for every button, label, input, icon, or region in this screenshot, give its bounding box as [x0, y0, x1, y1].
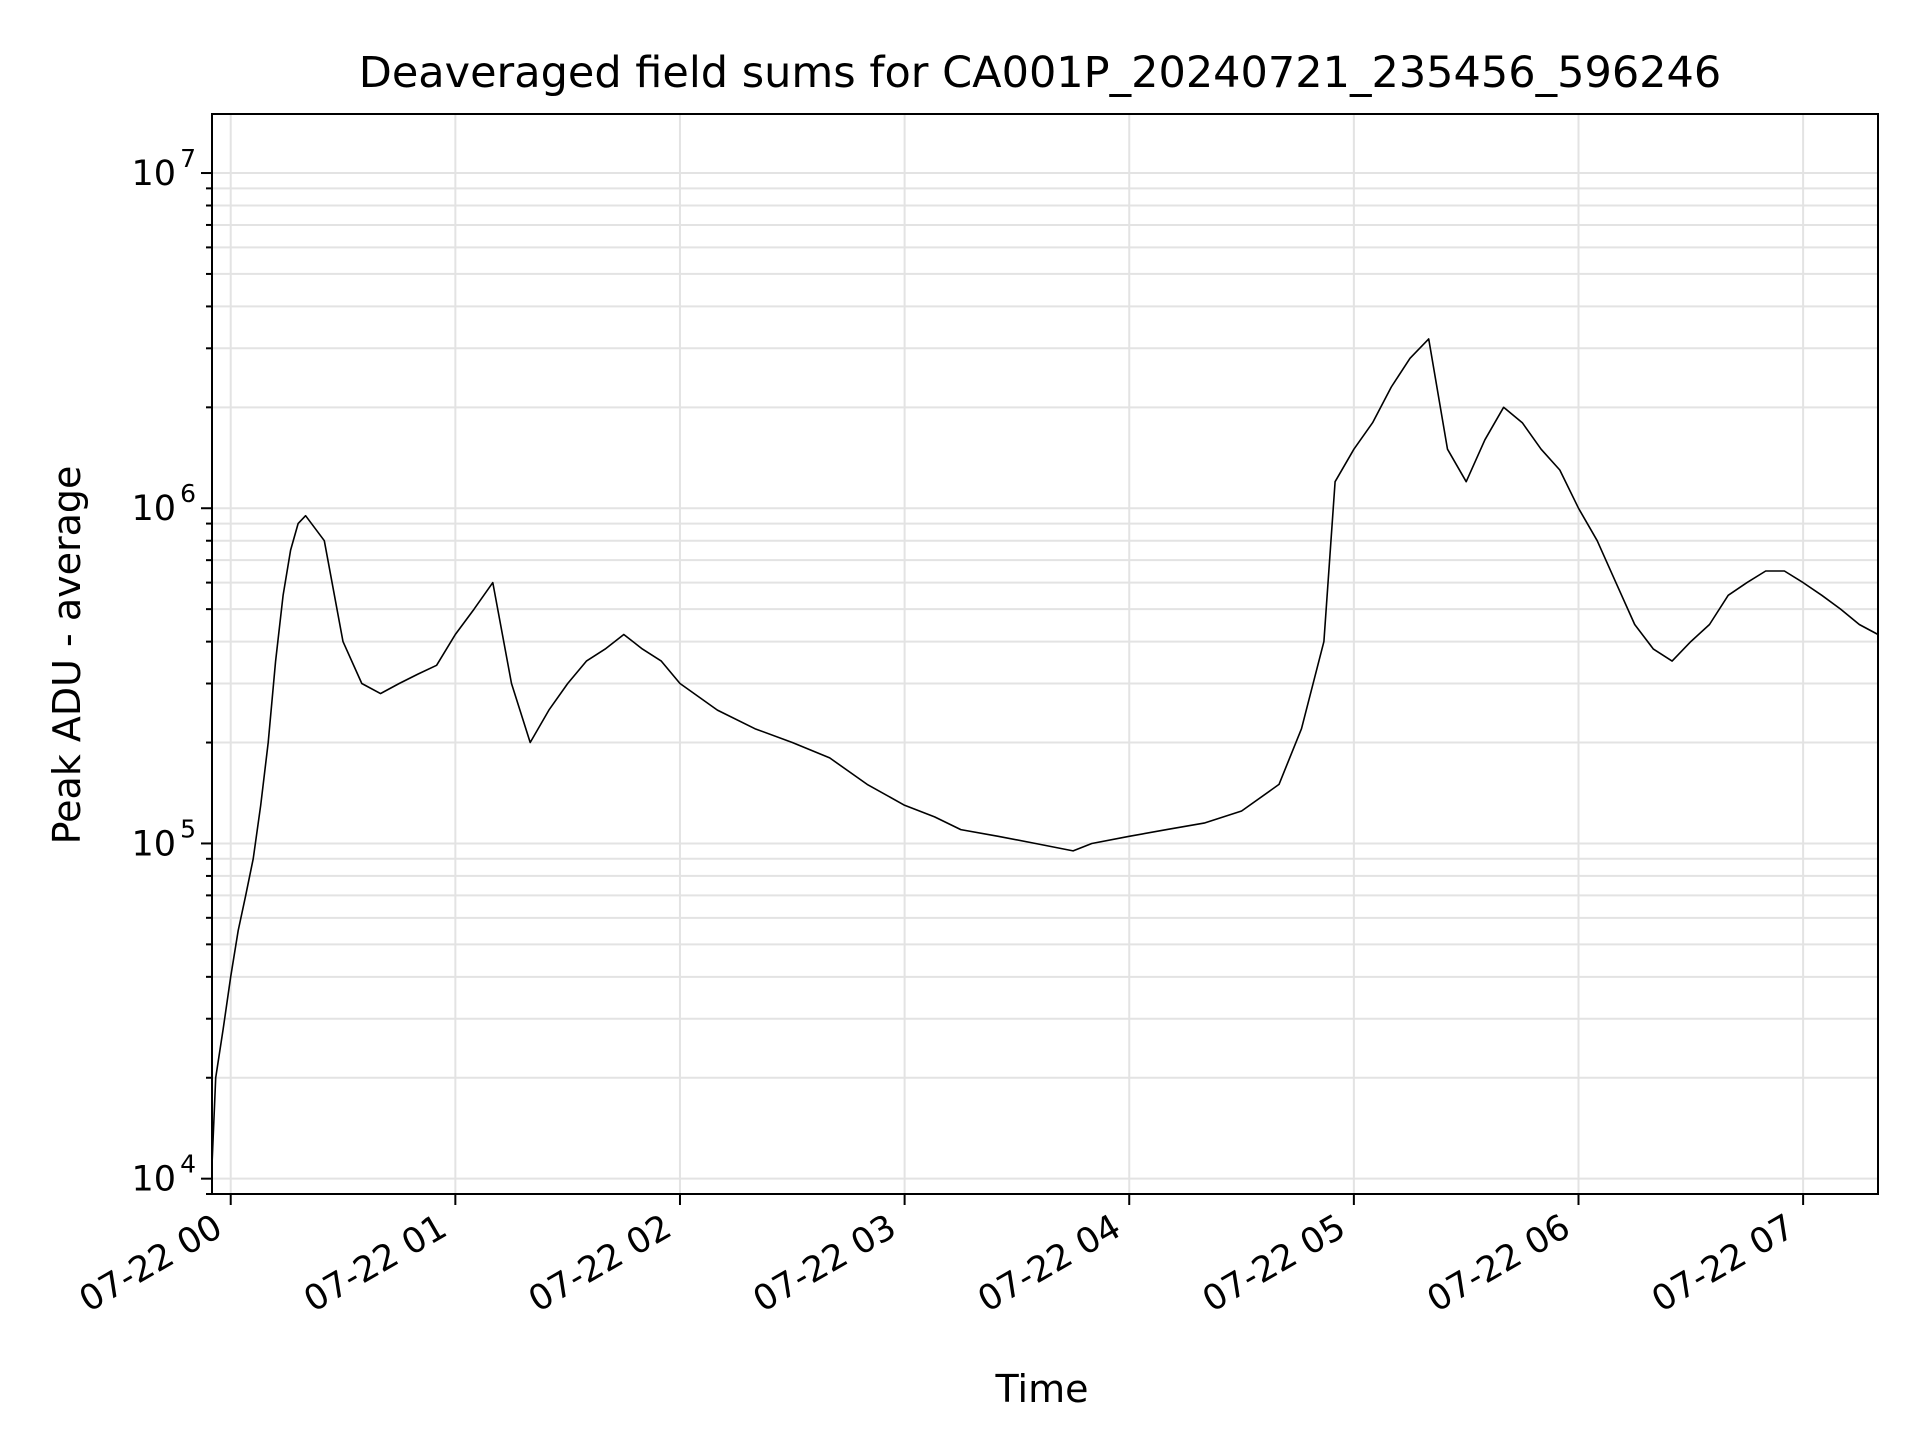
y-tick-label: 10 [131, 1160, 176, 1200]
x-axis-label: Time [995, 1367, 1089, 1411]
grid [212, 114, 1878, 1195]
y-tick-exponent: 7 [180, 144, 196, 173]
chart-title: Deaveraged field sums for CA001P_2024072… [359, 48, 1722, 98]
y-tick-label: 10 [131, 489, 176, 529]
y-axis-label: Peak ADU - average [45, 466, 89, 845]
series-line [211, 338, 1879, 1165]
y-tick-exponent: 6 [180, 479, 196, 508]
y-tick-exponent: 4 [180, 1150, 196, 1179]
series-group [211, 338, 1879, 1165]
y-tick-exponent: 5 [180, 814, 196, 843]
y-tick-label: 10 [131, 824, 176, 864]
y-tick-label: 10 [131, 154, 176, 194]
plot-frame [211, 113, 1879, 1195]
